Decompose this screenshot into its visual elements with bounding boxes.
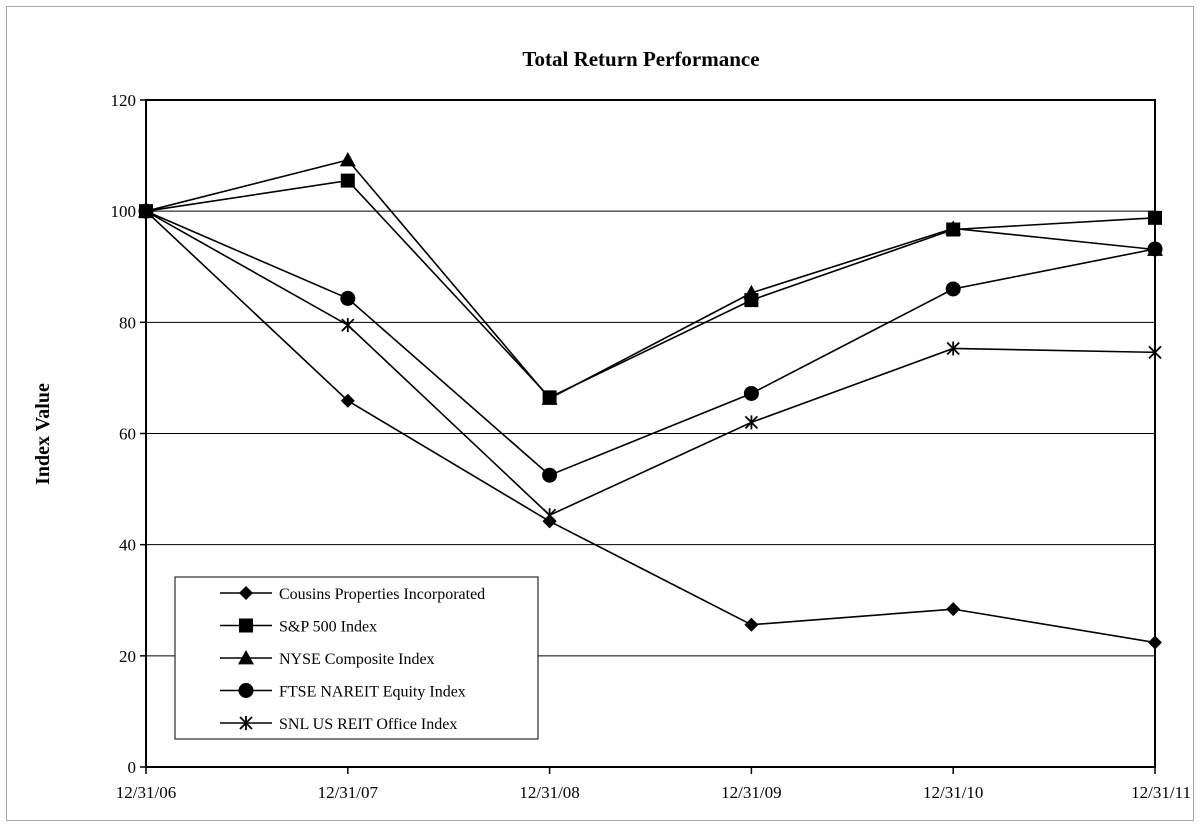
data-point [139, 204, 153, 219]
x-tick-label: 12/31/11 [1131, 783, 1191, 802]
legend-label: FTSE NAREIT Equity Index [279, 684, 466, 701]
legend-label: S&P 500 Index [279, 619, 377, 636]
data-point [945, 220, 962, 235]
legend-item: SNL US REIT Office Index [220, 716, 457, 733]
series-line [145, 210, 1156, 477]
legend-label: SNL US REIT Office Index [279, 716, 457, 733]
data-point [946, 602, 961, 617]
y-tick-label: 60 [119, 425, 136, 444]
y-tick-label: 40 [119, 536, 136, 555]
y-tick-label: 0 [128, 758, 137, 777]
data-point [341, 318, 355, 333]
y-tick-label: 80 [119, 313, 136, 332]
data-point [1148, 635, 1162, 650]
data-point [744, 415, 759, 430]
series-line [145, 179, 1156, 399]
legend-item: Cousins Properties Incorporated [220, 586, 485, 603]
data-point [340, 393, 355, 408]
legend-item: FTSE NAREIT Equity Index [220, 683, 466, 701]
x-tick-label: 12/31/07 [318, 783, 379, 802]
x-tick-label: 12/31/06 [116, 783, 176, 802]
y-tick-label: 20 [119, 647, 136, 666]
series-line [145, 210, 1156, 517]
series-ftse-nareit-equity-index [138, 203, 1163, 483]
series-line [145, 159, 1156, 400]
data-point [744, 617, 759, 632]
data-point [1148, 210, 1162, 225]
series-snl-us-reit-office-index [139, 204, 1162, 523]
data-point [743, 284, 760, 300]
x-tick-label: 12/31/08 [519, 783, 579, 802]
legend-item: NYSE Composite Index [220, 650, 435, 668]
y-axis-label: Index Value [32, 383, 54, 485]
legend-marker [238, 683, 254, 698]
data-point [340, 173, 355, 188]
data-point [743, 385, 759, 401]
series-group [138, 152, 1163, 650]
data-point [542, 467, 558, 483]
legend-marker [238, 650, 254, 665]
legend-marker [239, 716, 253, 730]
data-point [542, 508, 557, 523]
x-tick-label: 12/31/10 [923, 783, 983, 802]
chart-title: Total Return Performance [522, 47, 759, 71]
legend-item: S&P 500 Index [220, 618, 377, 636]
legend-marker [239, 586, 253, 600]
series-line [145, 210, 1156, 644]
y-tick-label: 100 [111, 202, 137, 221]
data-point [1147, 241, 1163, 257]
series-sandp-500-index [139, 173, 1162, 405]
legend-label: NYSE Composite Index [279, 651, 435, 668]
legend-marker [239, 618, 253, 633]
data-point [541, 390, 558, 405]
data-point [945, 281, 961, 297]
x-tick-label: 12/31/09 [721, 783, 781, 802]
data-point [340, 290, 356, 306]
y-tick-label: 120 [111, 91, 137, 110]
legend: Cousins Properties Incorporated S&P 500 I… [174, 576, 539, 740]
data-point [1148, 345, 1162, 360]
data-point [946, 341, 960, 356]
legend-label: Cousins Properties Incorporated [279, 586, 485, 603]
data-point [339, 152, 356, 167]
